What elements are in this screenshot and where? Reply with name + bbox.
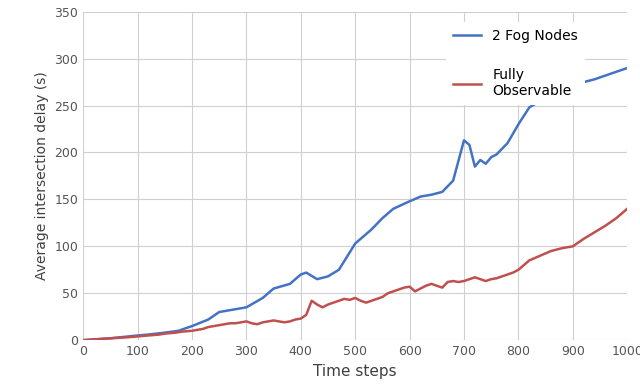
2 Fog Nodes [297, 272, 305, 277]
2 Fog Nodes [417, 194, 424, 199]
2 Fog Nodes [188, 324, 196, 328]
X-axis label: Time steps: Time steps [314, 364, 397, 378]
2 Fog Nodes [612, 70, 620, 74]
2 Fog Nodes [449, 178, 457, 183]
Fully
Observable [79, 338, 87, 343]
Y-axis label: Average intersection delay (s): Average intersection delay (s) [35, 72, 49, 280]
2 Fog Nodes [175, 328, 182, 333]
2 Fog Nodes [438, 190, 446, 194]
2 Fog Nodes [335, 267, 343, 272]
2 Fog Nodes [602, 73, 609, 78]
Fully
Observable [433, 283, 441, 288]
2 Fog Nodes [145, 332, 152, 337]
2 Fog Nodes [558, 89, 566, 94]
Fully
Observable [401, 285, 408, 290]
Legend: 2 Fog Nodes, Fully
Observable: 2 Fog Nodes, Fully Observable [447, 22, 585, 105]
2 Fog Nodes [591, 77, 598, 82]
2 Fog Nodes [569, 84, 577, 89]
2 Fog Nodes [466, 143, 474, 147]
Fully
Observable [395, 287, 403, 292]
2 Fog Nodes [205, 317, 212, 322]
2 Fog Nodes [243, 305, 250, 310]
2 Fog Nodes [324, 274, 332, 279]
2 Fog Nodes [482, 161, 490, 166]
2 Fog Nodes [303, 270, 310, 275]
2 Fog Nodes [476, 158, 484, 162]
2 Fog Nodes [580, 80, 588, 84]
2 Fog Nodes [161, 330, 169, 335]
2 Fog Nodes [547, 96, 555, 100]
2 Fog Nodes [351, 241, 359, 246]
2 Fog Nodes [259, 296, 267, 300]
2 Fog Nodes [515, 122, 522, 127]
2 Fog Nodes [270, 286, 278, 291]
2 Fog Nodes [134, 333, 141, 338]
2 Fog Nodes [314, 277, 321, 282]
2 Fog Nodes [428, 192, 435, 197]
2 Fog Nodes [525, 105, 533, 110]
Line: Fully
Observable: Fully Observable [83, 209, 627, 340]
Line: 2 Fog Nodes: 2 Fog Nodes [83, 68, 627, 340]
2 Fog Nodes [460, 138, 468, 143]
2 Fog Nodes [504, 141, 511, 145]
2 Fog Nodes [106, 336, 115, 341]
2 Fog Nodes [379, 216, 387, 221]
2 Fog Nodes [79, 338, 87, 343]
2 Fog Nodes [227, 308, 234, 312]
Fully
Observable [417, 286, 424, 291]
2 Fog Nodes [471, 164, 479, 169]
2 Fog Nodes [367, 227, 375, 232]
2 Fog Nodes [389, 206, 397, 211]
2 Fog Nodes [493, 152, 500, 157]
2 Fog Nodes [286, 282, 294, 286]
2 Fog Nodes [536, 99, 544, 103]
2 Fog Nodes [488, 155, 495, 160]
2 Fog Nodes [215, 310, 223, 314]
Fully
Observable [525, 258, 533, 263]
Fully
Observable [330, 300, 337, 305]
Fully
Observable [623, 206, 631, 211]
2 Fog Nodes [406, 199, 413, 204]
2 Fog Nodes [623, 66, 631, 70]
